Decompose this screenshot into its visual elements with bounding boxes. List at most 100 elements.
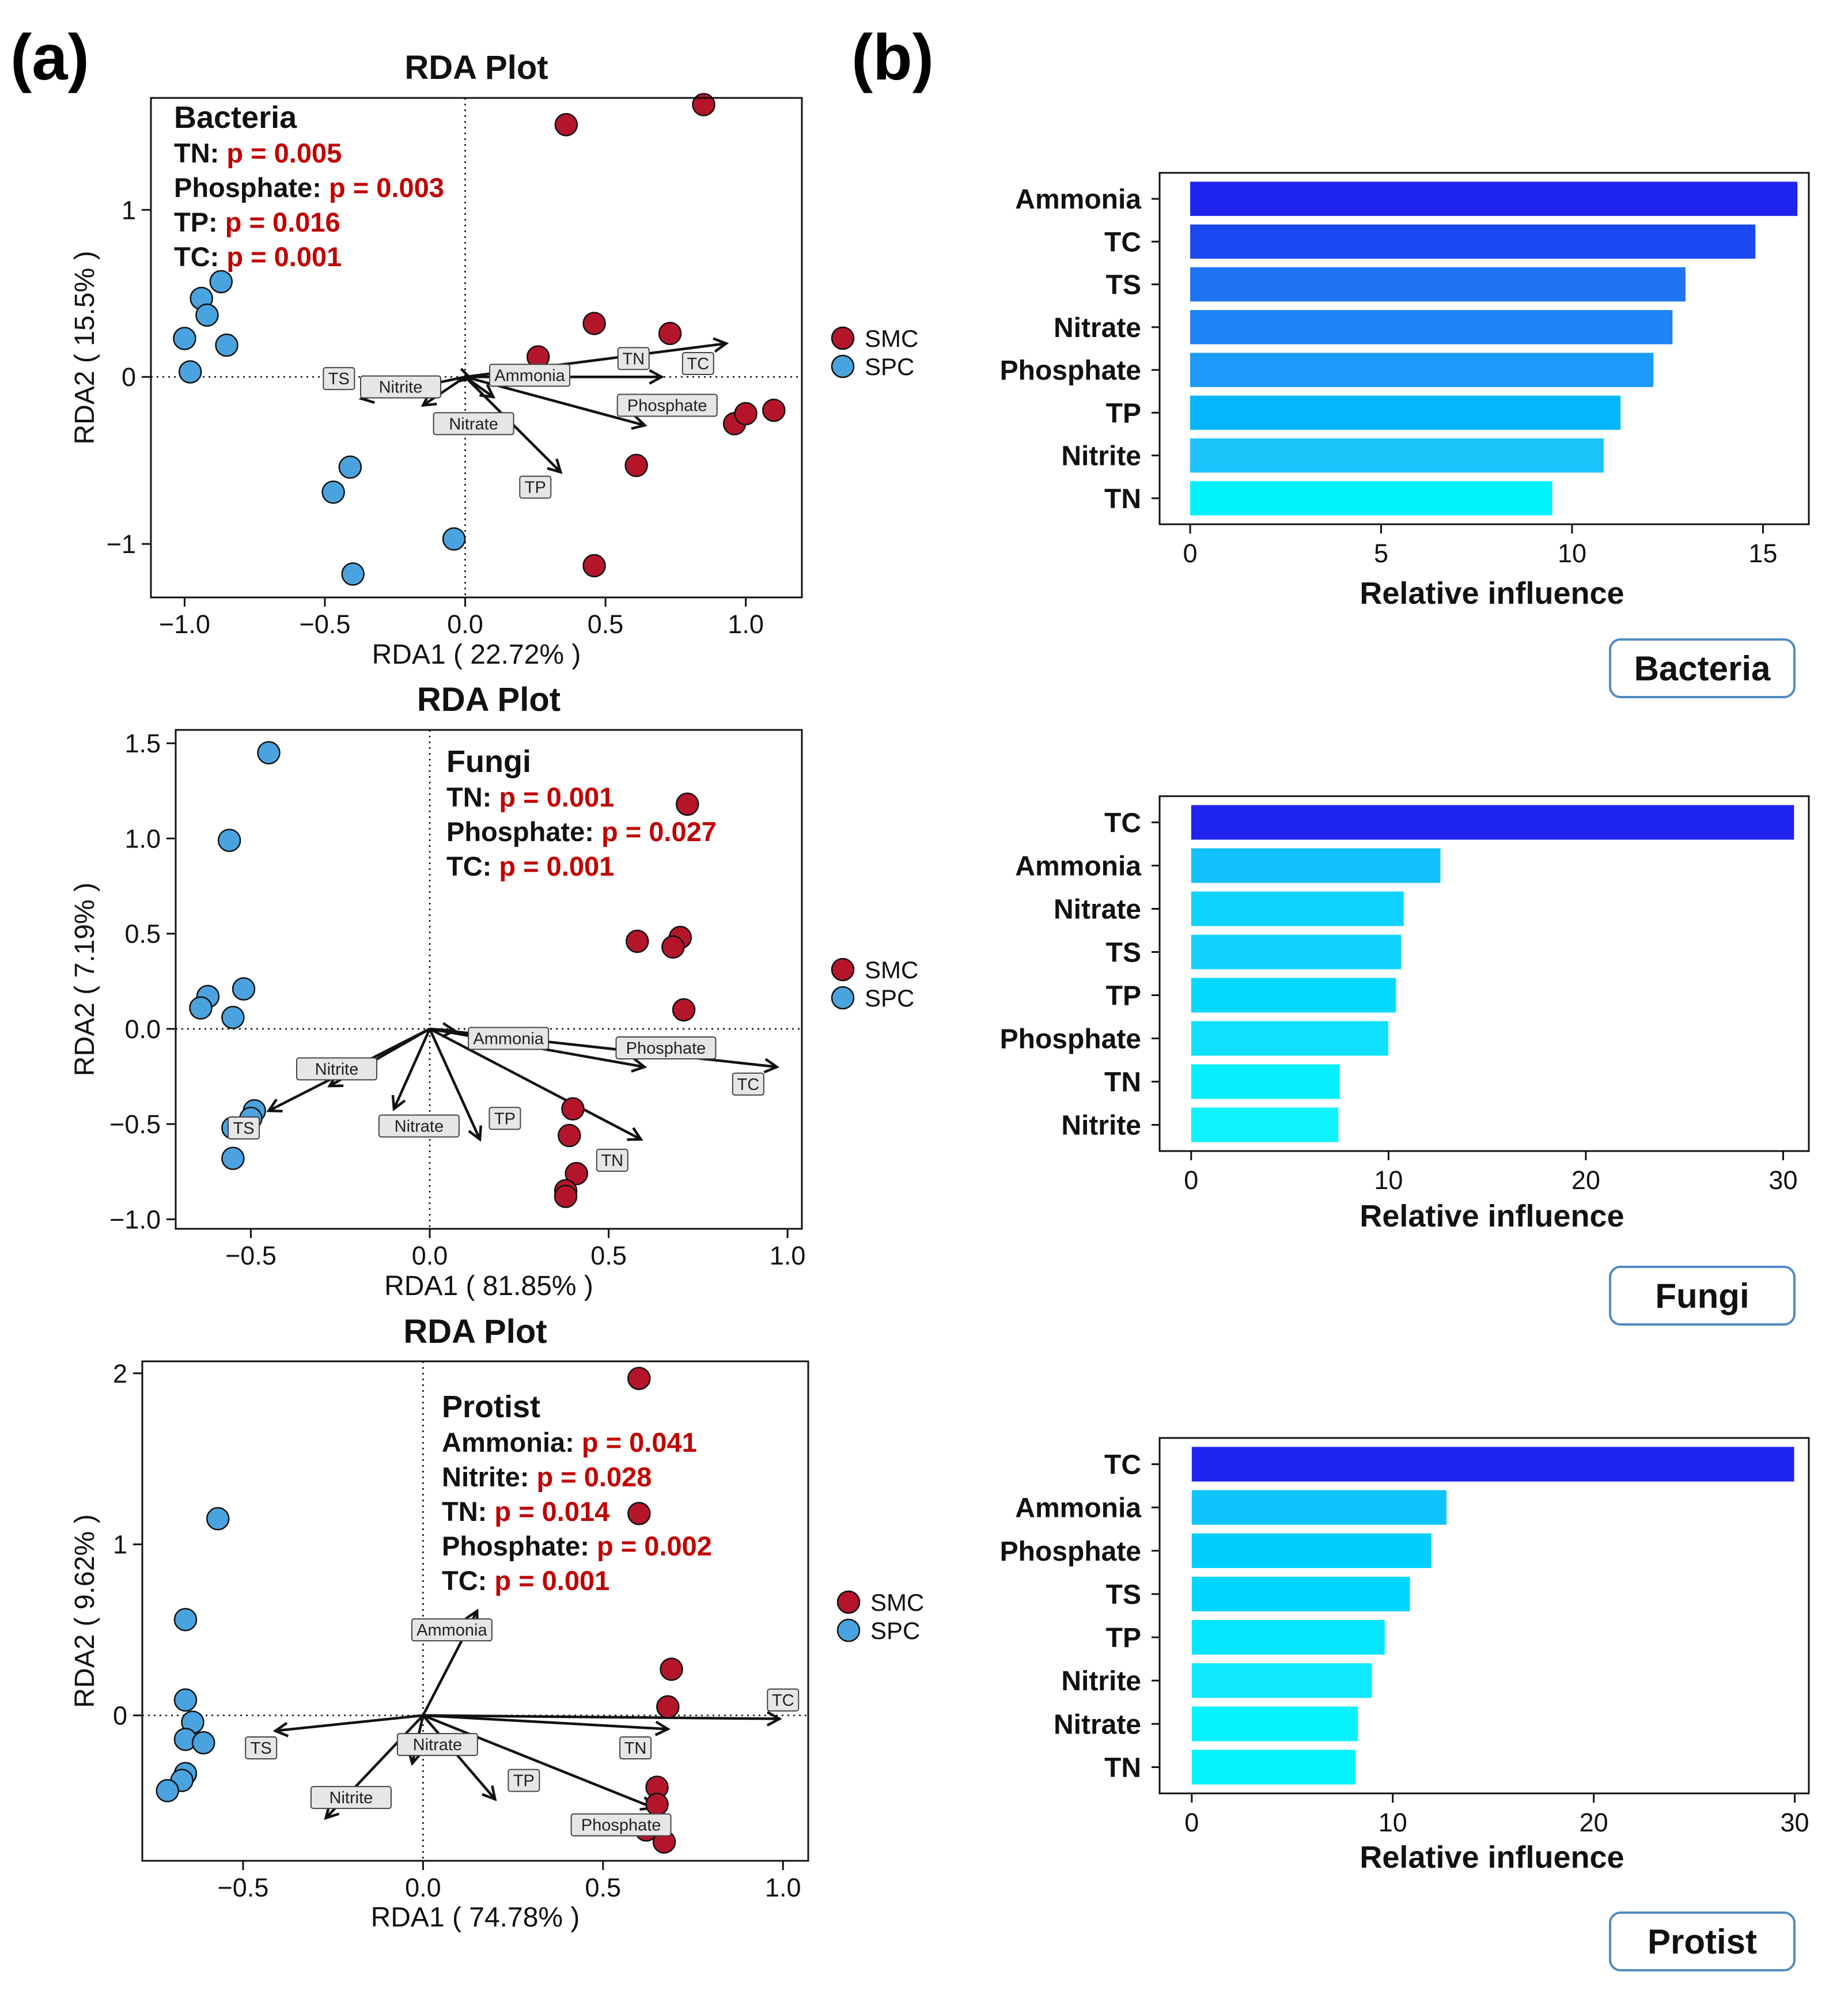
bar-ammonia: [1191, 848, 1441, 883]
bar-chart-protist: TC Ammonia Phosphate TS TP Nitrite Nitrate TN 0 1…: [1000, 1437, 1810, 1971]
x-tick-label: 0.0: [412, 1241, 448, 1270]
annotation-variable: TN:: [442, 1496, 494, 1527]
annotation-line: TC: p = 0.001: [446, 851, 614, 881]
point-spc: [217, 828, 241, 852]
x-tick-label: 0.5: [585, 1873, 622, 1902]
vector-arrowhead: [631, 415, 647, 430]
vector-label: TN: [624, 1739, 647, 1758]
annotation-line: Phosphate: p = 0.002: [442, 1531, 712, 1561]
bar-nitrite: [1190, 438, 1604, 473]
vector-label: TP: [525, 479, 546, 497]
legend-marker-smc: [831, 326, 855, 350]
point-smc: [734, 402, 758, 426]
annotation-variable: Phosphate:: [442, 1531, 597, 1561]
category-label: TP: [1106, 398, 1141, 429]
vector-label-box: [519, 475, 552, 499]
point-spc: [189, 996, 213, 1020]
annotation-line: TN: p = 0.001: [446, 782, 614, 812]
annotation-p-value: p = 0.001: [499, 851, 614, 881]
y-tick-label: 1: [122, 195, 136, 225]
plot-frame: [141, 1360, 809, 1862]
category-label: Phosphate: [1000, 355, 1141, 386]
bar-phosphate: [1190, 353, 1654, 387]
bar-nitrate: [1191, 1706, 1358, 1742]
category-label: Nitrite: [1061, 1666, 1141, 1697]
vector-label-box: [396, 1733, 478, 1757]
vector-label-box: [570, 1813, 672, 1837]
plot-frame: [150, 97, 803, 599]
point-smc: [661, 935, 685, 959]
annotation-p-value: p = 0.016: [225, 207, 340, 237]
point-smc: [554, 1184, 578, 1209]
vector-arrowhead: [468, 1125, 482, 1142]
y-tick-label: 0: [122, 362, 136, 392]
vector-arrowhead: [324, 1804, 340, 1820]
bar-ammonia: [1190, 181, 1798, 216]
vector-label: TP: [494, 1110, 516, 1128]
vector-label-box: [732, 1072, 764, 1096]
category-label: TC: [1104, 1450, 1141, 1481]
point-smc: [660, 1657, 683, 1681]
annotation-line: TC: p = 0.001: [174, 241, 342, 272]
point-spc: [156, 1779, 179, 1803]
x-tick-label: 0: [1183, 539, 1198, 568]
vector-label: Phosphate: [627, 397, 707, 415]
point-smc: [762, 398, 786, 422]
rda-plot-1: RDA Plot −1.0 −0.5 0.0 0.5 1.0 −1 0 1 RDA1 ( 22.7…: [70, 49, 918, 670]
vector-arrow-tc: [423, 1714, 780, 1720]
point-spc: [257, 741, 281, 764]
legend-label: SMC: [865, 325, 918, 352]
vector-label-box: [323, 367, 355, 391]
vector-label-box: [619, 1736, 652, 1760]
vector-label: TC: [772, 1691, 794, 1710]
vector-label: Phosphate: [626, 1039, 706, 1058]
annotation-line: Phosphate: p = 0.027: [446, 816, 717, 847]
annotation-variable: TP:: [174, 207, 225, 237]
annotation-variable: TN:: [174, 138, 226, 168]
vector-arrow-tn: [423, 1714, 668, 1731]
category-label: Ammonia: [1015, 851, 1141, 882]
legend-label: SPC: [865, 985, 914, 1012]
category-label: Nitrate: [1054, 313, 1141, 343]
plot-title: RDA Plot: [417, 681, 561, 718]
annotation-line: TN: p = 0.005: [174, 138, 342, 168]
vector-arrowhead: [763, 1058, 780, 1074]
y-tick-label: 0.5: [124, 919, 161, 949]
plot-frame: [175, 729, 803, 1230]
vector-label-box: [468, 1027, 550, 1050]
x-axis-title: RDA1 ( 81.85% ): [384, 1271, 593, 1301]
category-label: TC: [1104, 227, 1141, 258]
category-label: TC: [1104, 808, 1141, 839]
x-tick-label: 20: [1571, 1165, 1600, 1195]
annotation-heading: Bacteria: [174, 100, 297, 135]
x-axis-title: RDA1 ( 74.78% ): [371, 1902, 580, 1933]
vector-label-box: [310, 1786, 392, 1810]
y-tick-label: −1.0: [109, 1205, 161, 1234]
bar-tc: [1190, 224, 1756, 259]
x-tick-label: 10: [1374, 1165, 1403, 1195]
point-smc: [656, 1695, 680, 1719]
vector-arrowhead: [391, 1095, 406, 1112]
vector-label: TS: [251, 1739, 272, 1758]
vector-label-box: [617, 347, 650, 370]
annotation-p-value: p = 0.027: [601, 816, 717, 847]
annotation-variable: Phosphate:: [446, 816, 601, 847]
vector-arrowhead: [547, 458, 563, 474]
category-label: TS: [1106, 1580, 1141, 1610]
plot-title: RDA Plot: [403, 1313, 547, 1350]
bar-tp: [1191, 1620, 1385, 1655]
category-label: Phosphate: [1000, 1024, 1141, 1055]
group-badge: [1609, 638, 1796, 698]
x-tick-label: 10: [1379, 1808, 1407, 1837]
category-label: Ammonia: [1015, 184, 1141, 215]
vector-arrowhead: [713, 337, 729, 353]
point-smc: [624, 453, 648, 478]
bar-tn: [1191, 1064, 1340, 1099]
legend-marker-smc: [831, 957, 855, 982]
category-label: Phosphate: [1000, 1536, 1141, 1567]
vector-arrowhead: [631, 1057, 647, 1073]
vector-label-box: [378, 1114, 460, 1138]
vector-label-box: [615, 1036, 717, 1059]
bar-ts: [1190, 267, 1686, 302]
